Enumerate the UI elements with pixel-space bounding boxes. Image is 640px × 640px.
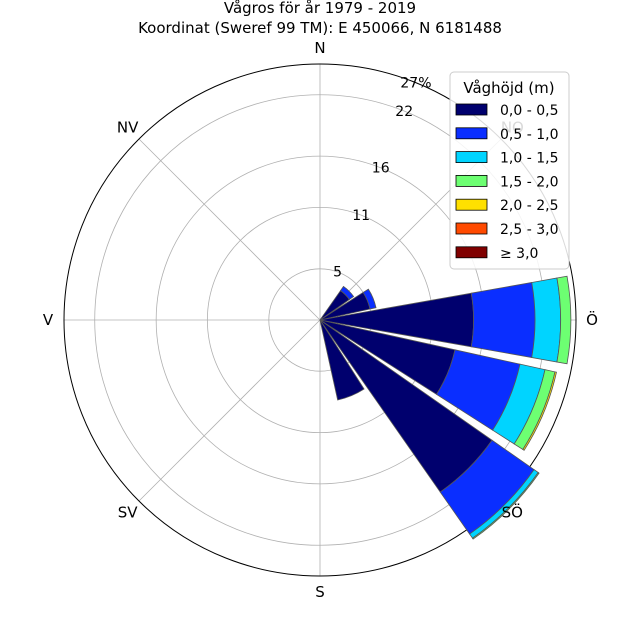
direction-label: Ö — [586, 310, 598, 329]
rose-bar-segment — [362, 288, 377, 310]
legend-swatch — [455, 174, 488, 187]
legend-swatch — [455, 222, 488, 235]
direction-label: V — [43, 311, 54, 329]
direction-label: SV — [118, 503, 139, 521]
rose-bar-segment — [556, 275, 572, 365]
ring-tick-label: 5 — [333, 265, 342, 281]
rose-bar-segment — [531, 277, 561, 363]
grid-spoke — [138, 319, 321, 502]
rose-bar-segment — [319, 319, 365, 401]
chart-title: Vågros för år 1979 - 2019 — [224, 0, 416, 17]
direction-label: S — [315, 583, 325, 601]
legend-swatch — [455, 151, 488, 164]
legend-label: ≥ 3,0 — [500, 246, 538, 262]
legend-title: Våghöjd (m) — [463, 79, 554, 97]
legend-label: 1,0 - 1,5 — [500, 151, 558, 167]
legend-swatch — [455, 198, 488, 211]
rose-bar-segment — [522, 371, 557, 451]
rose-bars — [319, 275, 572, 540]
grid-spoke — [138, 138, 321, 321]
legend-swatch — [455, 103, 488, 116]
legend-label: 0,5 - 1,0 — [500, 127, 558, 143]
legend: Våghöjd (m) 0,0 - 0,5 0,5 - 1,0 1,0 - 1,5 1… — [449, 71, 570, 270]
rose-bar-segment — [471, 471, 540, 540]
ring-tick-label: 27% — [400, 75, 431, 91]
direction-label: NV — [117, 119, 139, 137]
legend-label: 2,5 - 3,0 — [500, 222, 558, 238]
direction-label: N — [314, 39, 325, 57]
rose-bar-segment — [339, 285, 355, 301]
direction-label: SÖ — [502, 502, 523, 521]
legend-box — [449, 71, 570, 270]
ring-tick-label: 11 — [352, 208, 370, 224]
legend-label: 1,5 - 2,0 — [500, 174, 558, 190]
rose-bar-segment — [470, 282, 536, 358]
legend-label: 2,0 - 2,5 — [500, 198, 558, 214]
ring-tick-label: 22 — [395, 104, 413, 120]
chart-subtitle: Koordinat (Sweref 99 TM): E 450066, N 61… — [138, 19, 502, 37]
legend-label: 0,0 - 0,5 — [500, 103, 558, 119]
legend-swatch — [455, 127, 488, 140]
legend-swatch — [455, 246, 488, 259]
ring-tick-label: 16 — [372, 161, 390, 177]
legend-items: 0,0 - 0,5 0,5 - 1,0 1,0 - 1,5 1,5 - 2,0 2,0 … — [455, 103, 558, 262]
outer-frame — [63, 63, 577, 577]
